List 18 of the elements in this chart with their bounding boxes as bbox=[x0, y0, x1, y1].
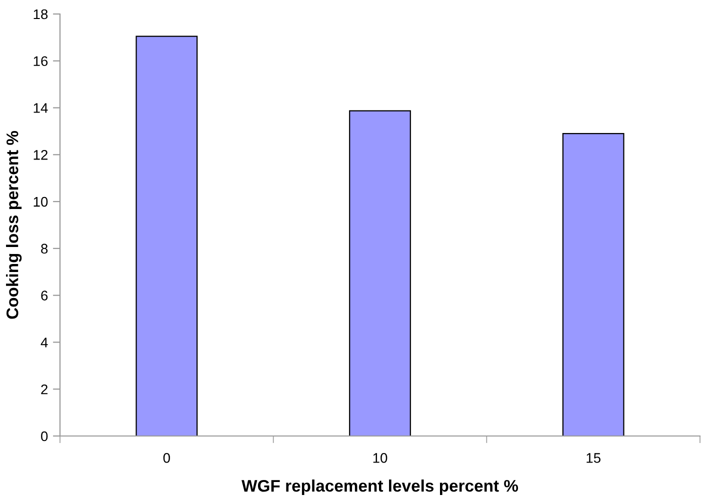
y-tick-label: 0 bbox=[41, 431, 48, 442]
bar bbox=[349, 110, 411, 436]
y-tick-label: 2 bbox=[41, 384, 48, 394]
x-tick-label: 0 bbox=[163, 453, 170, 463]
bar bbox=[562, 133, 624, 436]
bar bbox=[136, 36, 198, 436]
y-tick-label: 14 bbox=[34, 103, 48, 113]
x-axis-title: WGF replacement levels percent % bbox=[242, 480, 518, 496]
y-tick-label: 18 bbox=[34, 9, 48, 20]
y-tick-label: 6 bbox=[41, 290, 48, 301]
y-tick-label: 12 bbox=[34, 150, 48, 160]
y-tick-label: 10 bbox=[34, 196, 48, 207]
x-tick-label: 10 bbox=[373, 453, 388, 463]
x-tick-label: 15 bbox=[586, 453, 600, 463]
y-tick-label: 4 bbox=[40, 338, 48, 348]
y-tick-label: 16 bbox=[34, 56, 48, 66]
y-tick-label: 8 bbox=[41, 244, 48, 254]
y-axis-title: Cooking loss percent % bbox=[6, 130, 22, 319]
